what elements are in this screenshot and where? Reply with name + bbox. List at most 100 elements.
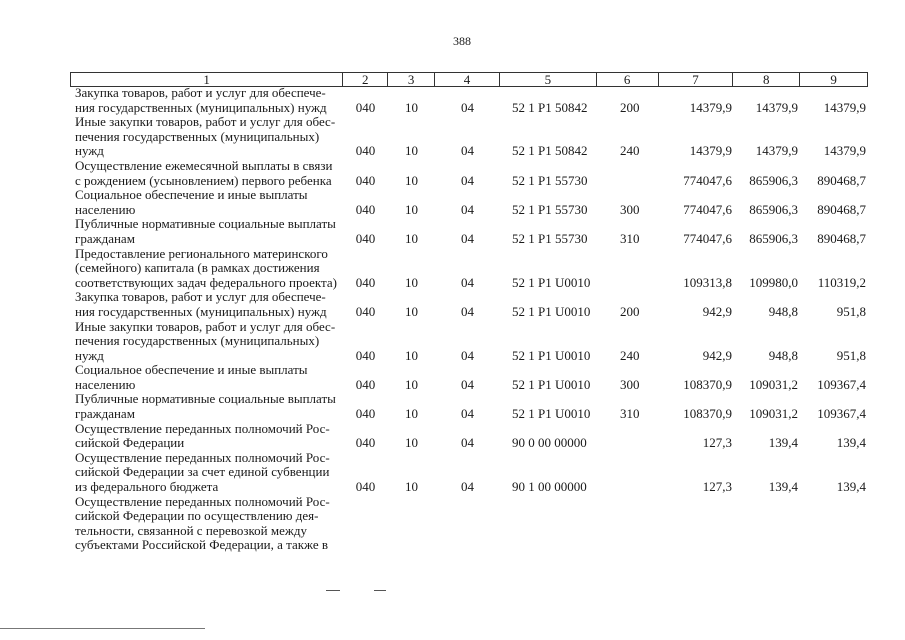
description-line: печения государственных (муниципальных) [75,333,320,349]
description-line: из федерального бюджета [75,479,219,495]
cell-col-5: 52 1 P1 50842 [512,143,588,159]
cell-col-7: 109313,8 [683,274,732,290]
description-line: Осуществление ежемесячной выплаты в связ… [75,157,333,173]
cell-col-3: 10 [405,376,418,392]
cell-col-3: 10 [405,201,418,217]
cell-col-3: 10 [405,435,418,451]
table-body: Закупка товаров, работ и услуг для обесп… [70,85,868,553]
cell-col-8 [734,538,801,553]
cell-col-8: 139,4 [768,435,798,451]
header-cell: 9 [830,72,837,87]
description-line: Осуществление переданных полномочий Рос- [75,420,330,436]
cell-col-9: 139,4 [836,435,866,451]
cell-col-4: 04 [461,172,474,188]
cell-col-2: 040 [355,435,376,451]
description-line: Осуществление переданных полномочий Рос- [75,449,330,465]
header-cell: 4 [435,73,500,87]
cell-col-6 [597,174,659,189]
cell-col-6: 200 [620,303,640,319]
cell-col-2 [343,538,388,553]
cell-col-7 [659,538,734,553]
cell-col-6 [597,436,659,451]
header-cell: 7 [659,73,734,87]
description-line: Закупка товаров, работ и услуг для обесп… [75,85,326,100]
cell-col-5: 90 1 00 00000 [512,479,587,495]
cell-col-4: 04 [461,347,474,363]
header-cell: 6 [597,73,659,87]
cell-col-7: 127,3 [702,479,732,495]
cell-col-4: 04 [461,435,474,451]
cell-col-8: 139,4 [768,479,798,495]
table-row: Осуществление переданных полномочий Рос-… [70,493,868,553]
table-row: Осуществление ежемесячной выплаты в связ… [70,157,868,189]
description-line: сийской Федерации за счет единой субвенц… [75,464,330,480]
cell-col-8: 865906,3 [749,230,798,246]
description-line: тельности, связанной с перевозкой между [75,522,307,538]
description-line: сийской Федерации [75,435,185,451]
cell-col-9: 890468,7 [817,172,866,188]
cell-col-5 [500,538,597,553]
row-description: Социальное обеспечение и иные выплаты нас… [70,363,343,392]
cell-col-2: 040 [355,172,376,188]
table-row: Осуществление переданных полномочий Рос-… [70,449,868,495]
description-line: с рождением (усыновлением) первого ребен… [75,172,332,188]
cell-col-8: 865906,3 [749,172,798,188]
cell-col-4: 04 [461,406,474,422]
row-description: Иные закупки товаров, работ и услуг для … [70,319,343,364]
cell-col-7: 127,3 [702,435,732,451]
cell-col-6 [597,276,659,291]
cell-col-6: 240 [620,143,640,159]
cell-col-6: 300 [620,201,640,217]
table-row: Закупка товаров, работ и услуг для обесп… [70,85,868,115]
cell-col-6: 200 [620,99,640,115]
cell-col-9: 109367,4 [817,376,866,392]
cell-col-3: 10 [405,479,418,495]
row-description: Осуществление переданных полномочий Рос-… [70,449,343,495]
cell-col-2: 040 [355,230,376,246]
row-description: Иные закупки товаров, работ и услуг для … [70,115,343,159]
cell-col-9: 14379,9 [823,99,866,115]
cell-col-8: 109031,2 [749,376,798,392]
cell-col-5: 52 1 P1 50842 [512,99,588,115]
cell-col-7: 14379,9 [689,99,732,115]
description-line: Иные закупки товаров, работ и услуг для … [75,114,336,130]
cell-col-2: 040 [355,274,376,290]
table-row: Иные закупки товаров, работ и услуг для … [70,319,868,364]
cell-col-3: 10 [405,230,418,246]
cell-col-8: 14379,9 [755,143,798,159]
cell-col-5: 52 1 P1 U0010 [512,376,591,392]
description-line: Социальное обеспечение и иные выплаты [75,187,308,203]
page-number: 388 [453,34,471,48]
cell-col-4: 04 [461,201,474,217]
cell-col-6 [597,480,659,495]
description-line: (семейного) капитала (в рамках достижени… [75,260,320,276]
cell-col-7: 108370,9 [683,406,732,422]
cell-col-9: 890468,7 [817,201,866,217]
cell-col-3: 10 [405,143,418,159]
description-line: сийской Федерации по осуществлению дея- [75,508,319,524]
description-line: Закупка товаров, работ и услуг для обесп… [75,289,326,305]
description-line: Предоставление регионального материнског… [75,245,328,261]
cell-col-3 [388,538,435,553]
description-line: нужд [75,347,104,363]
cell-col-8: 109031,2 [749,406,798,422]
cell-col-6: 300 [620,376,640,392]
cell-col-4 [435,538,500,553]
table-row: Закупка товаров, работ и услуг для обесп… [70,290,868,319]
description-line: Публичные нормативные социальные выплаты [75,391,336,407]
cell-col-7: 14379,9 [689,143,732,159]
cell-col-9: 14379,9 [823,143,866,159]
cell-col-9: 109367,4 [817,406,866,422]
cell-col-2: 040 [355,201,376,217]
description-line: ния государственных (муниципальных) нужд [75,99,327,115]
table-row: Публичные нормативные социальные выплаты… [70,392,868,421]
description-line: Осуществление переданных полномочий Рос- [75,493,330,509]
header-cell: 5 [500,73,597,87]
cell-col-9: 951,8 [836,347,866,363]
cell-col-8: 14379,9 [755,99,798,115]
cell-col-9: 951,8 [836,303,866,319]
cell-col-6: 310 [620,406,640,422]
cell-col-3: 10 [405,99,418,115]
header-cell: 1 [71,73,344,87]
cell-col-4: 04 [461,143,474,159]
